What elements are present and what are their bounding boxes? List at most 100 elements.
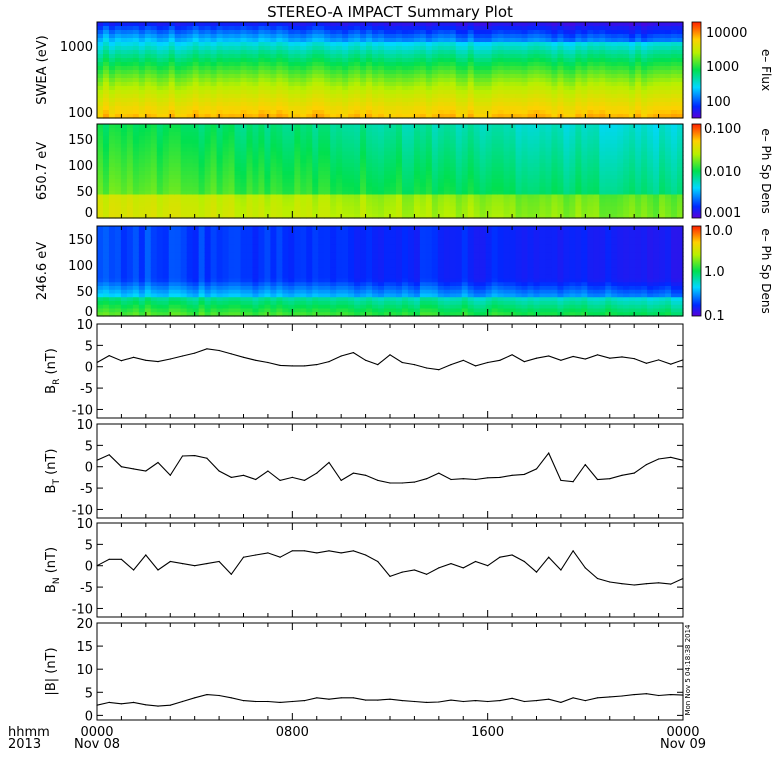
x-ticks — [96, 324, 684, 418]
swea-colorbar — [691, 21, 702, 119]
bt-data-point — [548, 452, 550, 454]
br-data-point — [96, 361, 98, 364]
bn-data-point — [267, 552, 269, 554]
bt-data-point — [499, 476, 501, 478]
bt-data-point — [108, 454, 110, 456]
pad246-ylabel: 246.6 eV — [35, 242, 50, 300]
spectrogram-pixels — [97, 124, 684, 219]
bmag-data-point — [377, 699, 379, 701]
bt-data-point — [365, 474, 367, 476]
bmag-data-point — [438, 701, 440, 703]
plot-title: STEREO-A IMPACT Summary Plot — [267, 3, 513, 21]
bt-data-point — [218, 470, 220, 472]
br-data-point — [426, 367, 428, 369]
bt-data-point — [462, 478, 464, 480]
bt-data-point — [133, 468, 135, 470]
bmag-data-point — [401, 700, 403, 702]
bn-data-point — [633, 584, 635, 586]
bn-data-point — [303, 550, 306, 552]
bmag-data-point — [535, 700, 538, 702]
br-ytick-label: 0 — [85, 361, 93, 376]
swea-spectrogram-panel: 1000 100 SWEA (eV) 10000 1000 100 e– Flu… — [35, 21, 773, 121]
bn-data-point — [474, 560, 477, 563]
bmag-data-point — [548, 698, 550, 700]
bt-data-point — [658, 458, 660, 460]
swea-ylabel: SWEA (eV) — [35, 35, 50, 104]
bt-data-point — [609, 478, 611, 480]
br-data-point — [377, 364, 379, 366]
bn-ylabel: BN (nT) — [44, 547, 62, 593]
bn-data-point — [157, 569, 159, 571]
bn-data-point — [352, 550, 354, 552]
bn-data-point — [548, 556, 550, 558]
br-data-point — [523, 361, 525, 363]
br-data-point — [584, 358, 586, 360]
bt-data-point — [487, 477, 489, 479]
bmag-ytick-label: 15 — [76, 640, 93, 655]
bn-data-point — [145, 554, 147, 556]
pad650-ytick-label: 100 — [68, 159, 93, 174]
bt-data-point — [279, 479, 281, 481]
swea-cbar-tick: 100 — [706, 95, 731, 110]
bt-data-point — [145, 470, 147, 472]
bn-data-point — [535, 571, 538, 573]
bn-data-point — [682, 577, 684, 580]
x-ticks — [96, 523, 684, 617]
bt-ytick-label: 10 — [76, 418, 93, 433]
br-data-point — [474, 365, 477, 367]
pad650-ytick-label: 0 — [85, 206, 93, 221]
bt-data-point — [352, 472, 354, 474]
bt-panel: 10 5 0 -5 -10 BT (nT) — [44, 418, 684, 519]
bmag-data-point — [206, 694, 208, 696]
bt-data-point — [230, 476, 232, 478]
bmag-data-point — [487, 700, 489, 703]
swea-ytick-label: 100 — [68, 106, 93, 121]
bmag-data-point — [389, 698, 391, 700]
bt-ytick-label: -10 — [72, 503, 93, 518]
bmag-data-point — [499, 700, 501, 702]
bmag-data-point — [218, 694, 220, 697]
bn-data-point — [328, 550, 330, 552]
bn-data-point — [621, 583, 623, 585]
bmag-data-point — [108, 701, 110, 704]
br-data-point — [303, 365, 306, 367]
br-data-point — [609, 357, 611, 359]
br-data-point — [267, 361, 269, 364]
x-tick-date-label: Nov 09 — [660, 737, 706, 752]
bmag-data-point — [133, 701, 135, 704]
br-data-point — [340, 355, 342, 357]
bt-data-point — [584, 464, 586, 466]
time-axis-header-hhmm: hhmm — [8, 725, 50, 740]
bmag-data-point — [413, 700, 415, 703]
bn-ytick-label: 10 — [76, 517, 93, 532]
pad246-cbar-tick: 0.1 — [704, 309, 725, 324]
br-data-point — [572, 355, 574, 358]
bn-data-point — [450, 563, 452, 565]
bt-data-point — [206, 457, 208, 459]
bn-data-point — [206, 563, 208, 565]
x-ticks — [96, 226, 684, 316]
bn-data-point — [438, 567, 440, 569]
br-data-point — [450, 364, 452, 366]
bt-data-point — [340, 479, 342, 481]
bmag-data-point — [230, 697, 232, 699]
bmag-data-point — [316, 697, 318, 699]
pad650-cbar-tick: 0.001 — [704, 206, 741, 221]
bt-data-point — [450, 478, 452, 481]
time-axis-header-year: 2013 — [8, 737, 41, 752]
bn-data-point — [255, 554, 257, 556]
bt-data-point — [596, 478, 599, 481]
br-data-point — [621, 356, 623, 358]
bt-data-point — [303, 479, 306, 481]
br-ytick-label: -5 — [80, 382, 93, 397]
bn-data-point — [218, 560, 220, 563]
bt-data-point — [377, 479, 379, 481]
bmag-data-point — [291, 700, 293, 703]
br-data-point — [413, 364, 415, 366]
pad246-cbar-tick: 1.0 — [704, 265, 725, 280]
swea-cbar-tick: 10000 — [706, 26, 747, 41]
bt-data-point — [96, 459, 98, 461]
bn-data-point — [658, 582, 660, 584]
bn-data-point — [169, 560, 171, 563]
br-data-point — [389, 354, 391, 356]
